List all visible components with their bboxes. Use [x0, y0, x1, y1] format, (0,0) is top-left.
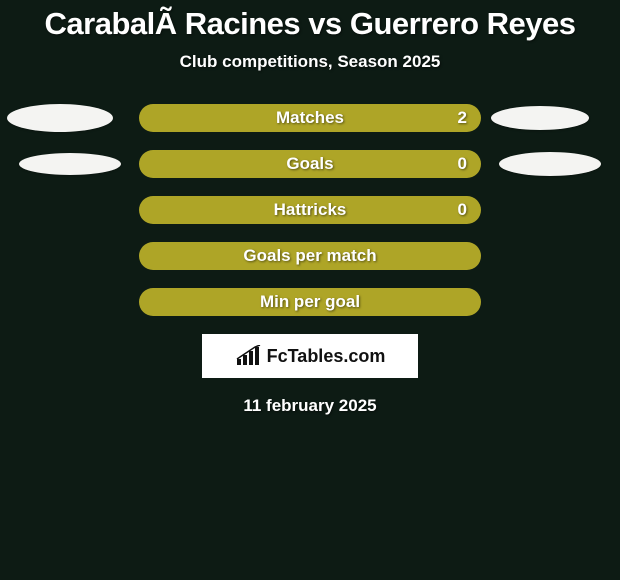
- stat-label: Goals: [286, 154, 333, 174]
- left-ellipse: [19, 153, 121, 175]
- stat-bar: Goals per match: [139, 242, 481, 270]
- right-ellipse: [499, 152, 601, 176]
- stat-bar: Goals 0: [139, 150, 481, 178]
- footer-date: 11 february 2025: [0, 396, 620, 416]
- stat-value: 2: [458, 108, 467, 128]
- logo-box: FcTables.com: [202, 334, 418, 378]
- stat-label: Min per goal: [260, 292, 360, 312]
- page-title: CarabalÃ Racines vs Guerrero Reyes: [0, 0, 620, 42]
- stat-rows: Matches 2 Goals 0 Hattricks 0 Goals per match M…: [0, 104, 620, 316]
- stat-value: 0: [458, 154, 467, 174]
- left-ellipse: [7, 104, 113, 132]
- stat-row: Min per goal: [0, 288, 620, 316]
- stat-row: Goals per match: [0, 242, 620, 270]
- logo-inner: FcTables.com: [235, 345, 386, 367]
- subtitle: Club competitions, Season 2025: [0, 52, 620, 72]
- stat-bar: Hattricks 0: [139, 196, 481, 224]
- barchart-icon: [235, 345, 261, 367]
- stats-card: CarabalÃ Racines vs Guerrero Reyes Club …: [0, 0, 620, 580]
- stat-row: Goals 0: [0, 150, 620, 178]
- stat-bar: Min per goal: [139, 288, 481, 316]
- stat-label: Matches: [276, 108, 344, 128]
- stat-bar: Matches 2: [139, 104, 481, 132]
- logo-text: FcTables.com: [267, 346, 386, 367]
- stat-row: Hattricks 0: [0, 196, 620, 224]
- right-ellipse: [491, 106, 589, 130]
- stat-value: 0: [458, 200, 467, 220]
- stat-label: Hattricks: [274, 200, 347, 220]
- stat-label: Goals per match: [243, 246, 376, 266]
- stat-row: Matches 2: [0, 104, 620, 132]
